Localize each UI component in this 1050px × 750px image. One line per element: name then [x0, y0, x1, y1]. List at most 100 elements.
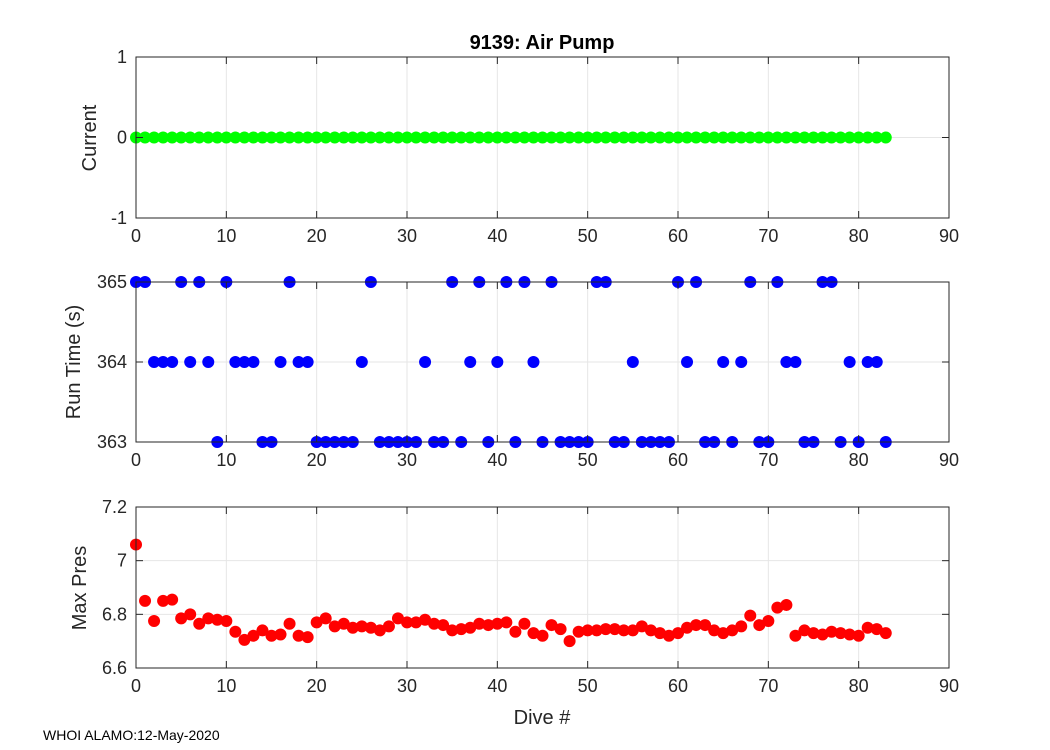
data-point — [672, 131, 684, 144]
data-point — [220, 131, 233, 144]
data-point — [681, 621, 694, 634]
data-point — [735, 620, 748, 633]
x-tick-label: 80 — [849, 226, 869, 246]
data-point — [238, 356, 251, 368]
data-point — [717, 131, 730, 144]
data-point — [599, 131, 612, 144]
data-point — [364, 621, 377, 634]
data-point — [789, 356, 802, 368]
data-point — [328, 131, 341, 144]
data-point — [202, 131, 215, 144]
data-point — [355, 131, 368, 144]
x-tick-label: 40 — [487, 226, 507, 246]
data-point — [184, 356, 197, 368]
data-point — [166, 131, 179, 144]
data-point — [148, 615, 161, 628]
data-point — [536, 629, 549, 642]
data-point — [708, 131, 721, 144]
data-point — [211, 613, 224, 626]
data-points — [130, 131, 892, 144]
data-point — [229, 625, 242, 638]
axes-box — [135, 506, 950, 669]
data-point — [753, 619, 766, 632]
data-point — [798, 131, 811, 144]
data-point — [410, 131, 423, 144]
data-point — [157, 594, 170, 607]
data-point — [401, 616, 413, 629]
data-point — [473, 131, 486, 144]
data-point — [391, 612, 404, 625]
x-tick-label: 30 — [397, 676, 417, 696]
data-point — [590, 131, 603, 144]
y-tick-label: 364 — [97, 352, 127, 372]
data-point — [410, 616, 423, 629]
data-point — [708, 624, 721, 637]
x-tick-label: 50 — [578, 450, 598, 470]
data-point — [265, 629, 278, 642]
data-point — [816, 628, 829, 641]
run-time-panel: 0 10 20 30 40 50 60 70 80 90 363 364 365 Run Time (s… — [63, 272, 959, 470]
data-point — [301, 131, 314, 144]
data-point — [491, 356, 504, 368]
data-point — [464, 621, 477, 634]
data-point — [879, 131, 892, 144]
data-point — [446, 624, 459, 637]
data-point — [599, 623, 612, 636]
data-point — [518, 617, 531, 630]
data-point — [328, 620, 341, 633]
data-point — [554, 623, 567, 636]
x-tick-label: 10 — [216, 450, 236, 470]
chart-title: 9139: Air Pump — [470, 32, 615, 54]
data-point — [346, 621, 359, 634]
data-point — [337, 617, 350, 630]
data-point — [491, 131, 504, 144]
data-point — [202, 356, 215, 368]
data-point — [672, 627, 684, 640]
data-point — [861, 356, 874, 368]
data-point — [292, 629, 305, 642]
data-point — [148, 356, 161, 368]
x-tick-label: 40 — [487, 450, 507, 470]
data-point — [509, 131, 522, 144]
data-point — [346, 131, 359, 144]
data-point — [527, 131, 540, 144]
x-tick-label: 10 — [216, 676, 236, 696]
data-point — [238, 131, 251, 144]
data-point — [166, 593, 179, 606]
data-point — [879, 627, 892, 640]
data-point — [274, 356, 287, 368]
tick-labels: 0 10 20 30 40 50 60 70 80 90 363 364 365 — [97, 272, 959, 470]
x-tick-label: 60 — [668, 226, 688, 246]
data-point — [744, 609, 757, 622]
x-tick-label: 50 — [578, 226, 598, 246]
data-point — [265, 131, 278, 144]
data-point — [662, 629, 675, 642]
data-point — [626, 624, 639, 637]
x-tick-label: 60 — [668, 676, 688, 696]
data-point — [780, 356, 793, 368]
data-point — [563, 131, 576, 144]
data-point — [355, 620, 368, 633]
plot-area — [136, 507, 949, 668]
data-point — [771, 601, 784, 614]
data-point — [437, 131, 450, 144]
data-point — [166, 356, 179, 368]
y-tick-label: 6.6 — [102, 658, 127, 678]
data-point — [283, 131, 296, 144]
data-point — [184, 131, 197, 144]
data-point — [807, 131, 820, 144]
data-point — [825, 131, 838, 144]
data-point — [401, 131, 413, 144]
data-point — [545, 619, 558, 632]
data-point — [789, 629, 802, 642]
data-point — [292, 131, 305, 144]
data-point — [319, 612, 332, 625]
x-tick-label: 40 — [487, 676, 507, 696]
data-point — [202, 612, 215, 625]
data-point — [635, 131, 648, 144]
data-point — [789, 131, 802, 144]
data-point — [527, 627, 540, 640]
data-point — [373, 624, 386, 637]
data-point — [373, 131, 386, 144]
